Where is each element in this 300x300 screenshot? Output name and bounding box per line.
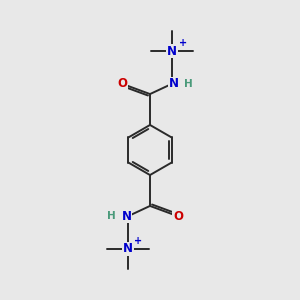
Text: +: +	[179, 38, 187, 48]
Text: H: H	[107, 211, 116, 221]
Text: +: +	[134, 236, 142, 246]
Text: H: H	[184, 79, 193, 89]
Text: N: N	[123, 242, 133, 255]
Text: O: O	[117, 77, 127, 90]
Text: N: N	[169, 77, 178, 90]
Text: N: N	[122, 210, 131, 223]
Text: N: N	[167, 45, 177, 58]
Text: O: O	[173, 210, 183, 223]
